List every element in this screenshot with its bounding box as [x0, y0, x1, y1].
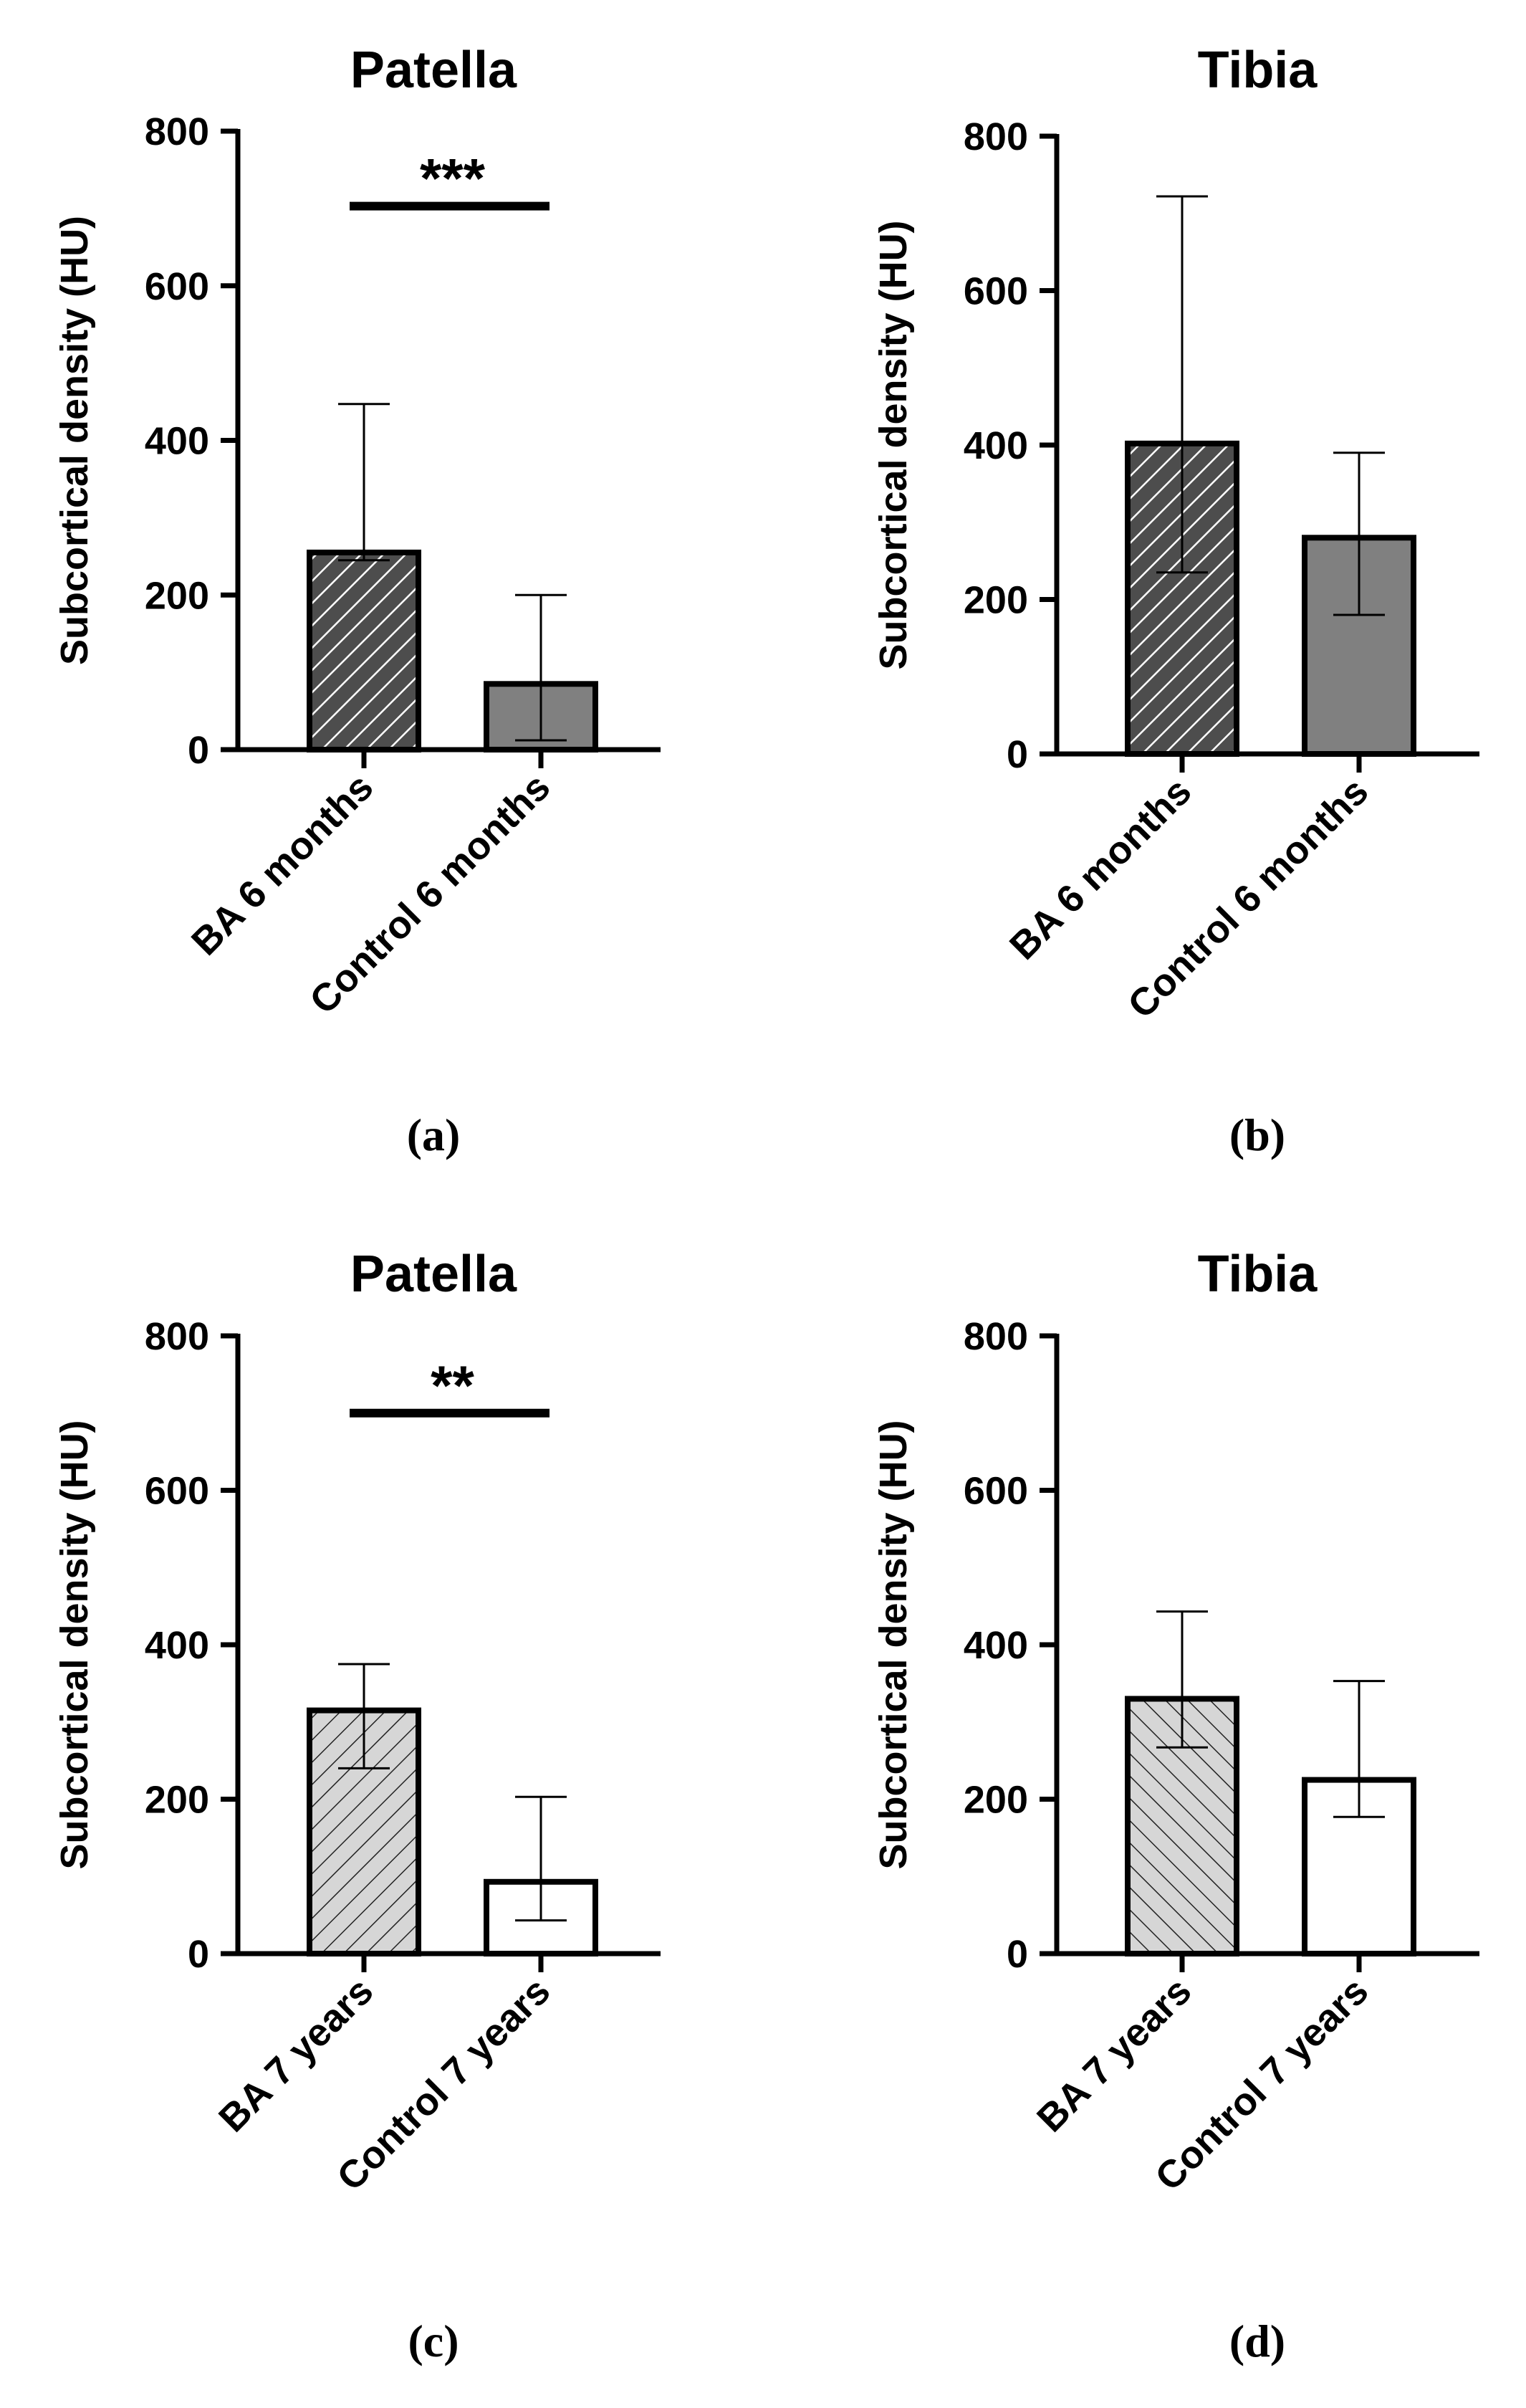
chart-title: Patella	[350, 1246, 517, 1303]
y-tick-label: 200	[964, 579, 1028, 622]
y-tick-label: 800	[964, 1315, 1028, 1358]
y-axis-label: Subcortical density (HU)	[872, 220, 915, 669]
significance-label: **	[431, 1354, 474, 1417]
y-tick-label: 600	[145, 265, 209, 308]
y-tick-label: 600	[964, 1470, 1028, 1513]
y-tick-label: 800	[145, 1315, 209, 1358]
chart-panel-4: Tibia Subcortical density (HU) 0 200 400 600 8…	[872, 1246, 1479, 2366]
chart-panel-2: Tibia Subcortical density (HU) 0 200 400 600 8…	[872, 42, 1479, 1160]
y-tick-label: 800	[964, 115, 1028, 158]
panel-label: (d)	[1229, 2316, 1285, 2366]
y-tick-label: 600	[964, 270, 1028, 313]
y-tick-label: 200	[964, 1779, 1028, 1822]
y-tick-label: 600	[145, 1470, 209, 1513]
panel-label: (c)	[408, 2316, 459, 2366]
y-tick-label: 0	[188, 729, 209, 772]
y-axis-label: Subcortical density (HU)	[872, 1420, 915, 1869]
panel-label: (b)	[1229, 1109, 1285, 1160]
chart-title: Tibia	[1198, 42, 1318, 99]
significance-label: ***	[420, 147, 486, 210]
x-category-label: BA 6 months	[1002, 770, 1199, 968]
x-category-label: BA 6 months	[183, 765, 381, 963]
y-axis-label: Subcortical density (HU)	[53, 1420, 96, 1869]
y-tick-label: 200	[145, 1779, 209, 1822]
y-tick-label: 400	[145, 420, 209, 463]
y-tick-label: 0	[1007, 1933, 1028, 1976]
y-tick-label: 400	[964, 1624, 1028, 1667]
y-tick-label: 0	[1007, 733, 1028, 776]
y-tick-label: 800	[145, 110, 209, 153]
x-category-label: BA 7 years	[1029, 1969, 1199, 2140]
chart-panel-3: Patella Subcortical density (HU) 0 200 400 60…	[53, 1246, 661, 2366]
panel-label: (a)	[407, 1109, 461, 1160]
bar-1	[307, 549, 421, 752]
y-tick-label: 200	[145, 574, 209, 617]
y-axis-label: Subcortical density (HU)	[53, 216, 96, 665]
y-tick-label: 0	[188, 1933, 209, 1976]
chart-title: Tibia	[1198, 1246, 1318, 1303]
chart-panel-1: Patella Subcortical density (HU) 0 200 400 60…	[53, 42, 661, 1160]
y-tick-label: 400	[145, 1624, 209, 1667]
chart-title: Patella	[350, 42, 517, 99]
y-tick-label: 400	[964, 424, 1028, 467]
x-category-label: BA 7 years	[211, 1969, 381, 2140]
